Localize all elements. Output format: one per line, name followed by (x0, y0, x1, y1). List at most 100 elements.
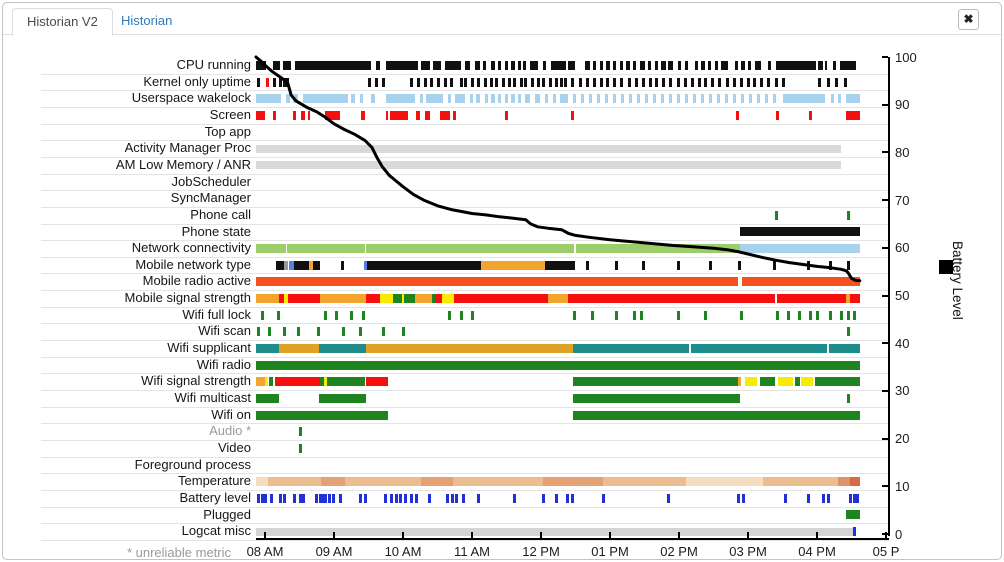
event-tick (298, 493, 302, 503)
event-tick (446, 493, 450, 503)
event-tick (806, 493, 810, 503)
bar-segment (846, 110, 860, 120)
bar-segment (676, 94, 680, 104)
event-tick (256, 493, 260, 503)
event-tick (753, 77, 757, 87)
bar-segment (282, 60, 292, 70)
event-tick (846, 393, 850, 403)
row-label: Mobile network type (135, 256, 251, 272)
event-tick (760, 77, 764, 87)
event-tick (470, 310, 474, 320)
bar-segment (345, 477, 421, 487)
bar-segment (420, 60, 430, 70)
y-axis-tick-label: 20 (895, 431, 910, 447)
row-label: Wifi full lock (182, 306, 251, 322)
event-tick (564, 77, 568, 87)
bar-segment (850, 477, 860, 487)
event-tick (615, 310, 619, 320)
bar-segment (572, 377, 739, 387)
event-tick (260, 493, 264, 503)
event-tick (381, 77, 385, 87)
bar-segment (759, 377, 775, 387)
bar-segment (256, 244, 286, 253)
bar-segment (365, 343, 573, 353)
bar-segment (612, 60, 617, 70)
bar-segment (287, 244, 366, 253)
bar-segment (256, 410, 388, 420)
bar-segment (416, 110, 421, 120)
x-axis-tick (471, 532, 473, 538)
event-tick (554, 77, 558, 87)
row-label: Wifi multicast (174, 390, 251, 405)
bar-segment (741, 94, 744, 104)
bar-segment (850, 293, 860, 303)
bar-segment (701, 60, 706, 70)
bar-segment (739, 244, 860, 253)
bar-segment (567, 60, 575, 70)
tab-historian[interactable]: Historian (107, 8, 186, 34)
event-tick (331, 493, 335, 503)
event-tick (423, 77, 427, 87)
event-tick (818, 77, 822, 87)
bar-segment (560, 94, 568, 104)
bar-segment (425, 110, 430, 120)
tab-historian-v2[interactable]: Historian V2 (12, 8, 113, 36)
bar-segment (385, 94, 415, 104)
bar-segment (757, 94, 760, 104)
bar-segment (639, 60, 646, 70)
row-label: Kernel only uptime (143, 73, 251, 89)
bar-segment (550, 60, 566, 70)
event-tick (648, 77, 652, 87)
bar-segment (839, 60, 857, 70)
bar-segment (505, 110, 508, 120)
bar-segment (732, 94, 737, 104)
event-tick (455, 493, 459, 503)
bar-segment (256, 377, 265, 387)
bar-segment (447, 94, 452, 104)
bar-segment (592, 60, 597, 70)
row-label: Audio * (209, 423, 251, 439)
event-tick (839, 310, 843, 320)
tab-historian-v2-label: Historian V2 (27, 14, 98, 29)
bar-segment (267, 477, 321, 487)
bar-segment (776, 110, 780, 120)
close-icon[interactable]: ✖ (958, 9, 979, 30)
row-label: Mobile radio active (142, 273, 251, 289)
event-tick (416, 77, 420, 87)
x-axis-tick-label: 01 PM (591, 544, 629, 559)
bar-segment (485, 94, 488, 104)
event-tick (278, 493, 282, 503)
bar-segment (783, 94, 826, 104)
bar-segment (294, 260, 310, 270)
bar-segment (534, 94, 541, 104)
event-tick (278, 77, 282, 87)
bar-segment (621, 94, 624, 104)
event-tick (849, 493, 853, 503)
bar-segment (278, 293, 284, 303)
event-tick (739, 310, 743, 320)
event-tick (774, 210, 778, 220)
event-tick (286, 77, 290, 87)
bar-segment (300, 110, 305, 120)
bar-segment (414, 293, 432, 303)
bar-segment (432, 60, 441, 70)
event-tick (806, 260, 810, 270)
event-tick (783, 493, 787, 503)
bar-segment (741, 277, 860, 287)
event-tick (852, 493, 856, 503)
bar-segment (454, 94, 466, 104)
bar-segment (511, 60, 515, 70)
bar-segment (708, 94, 713, 104)
event-tick (846, 310, 850, 320)
event-tick (530, 77, 534, 87)
event-tick (429, 77, 433, 87)
event-tick (725, 77, 729, 87)
event-tick (449, 77, 453, 87)
x-axis-tick-label: 03 PM (729, 544, 767, 559)
event-tick (298, 427, 302, 437)
grid-line (41, 523, 889, 525)
bar-segment (772, 94, 777, 104)
bar-segment (441, 293, 454, 303)
event-tick (614, 260, 618, 270)
bar-segment (525, 94, 530, 104)
